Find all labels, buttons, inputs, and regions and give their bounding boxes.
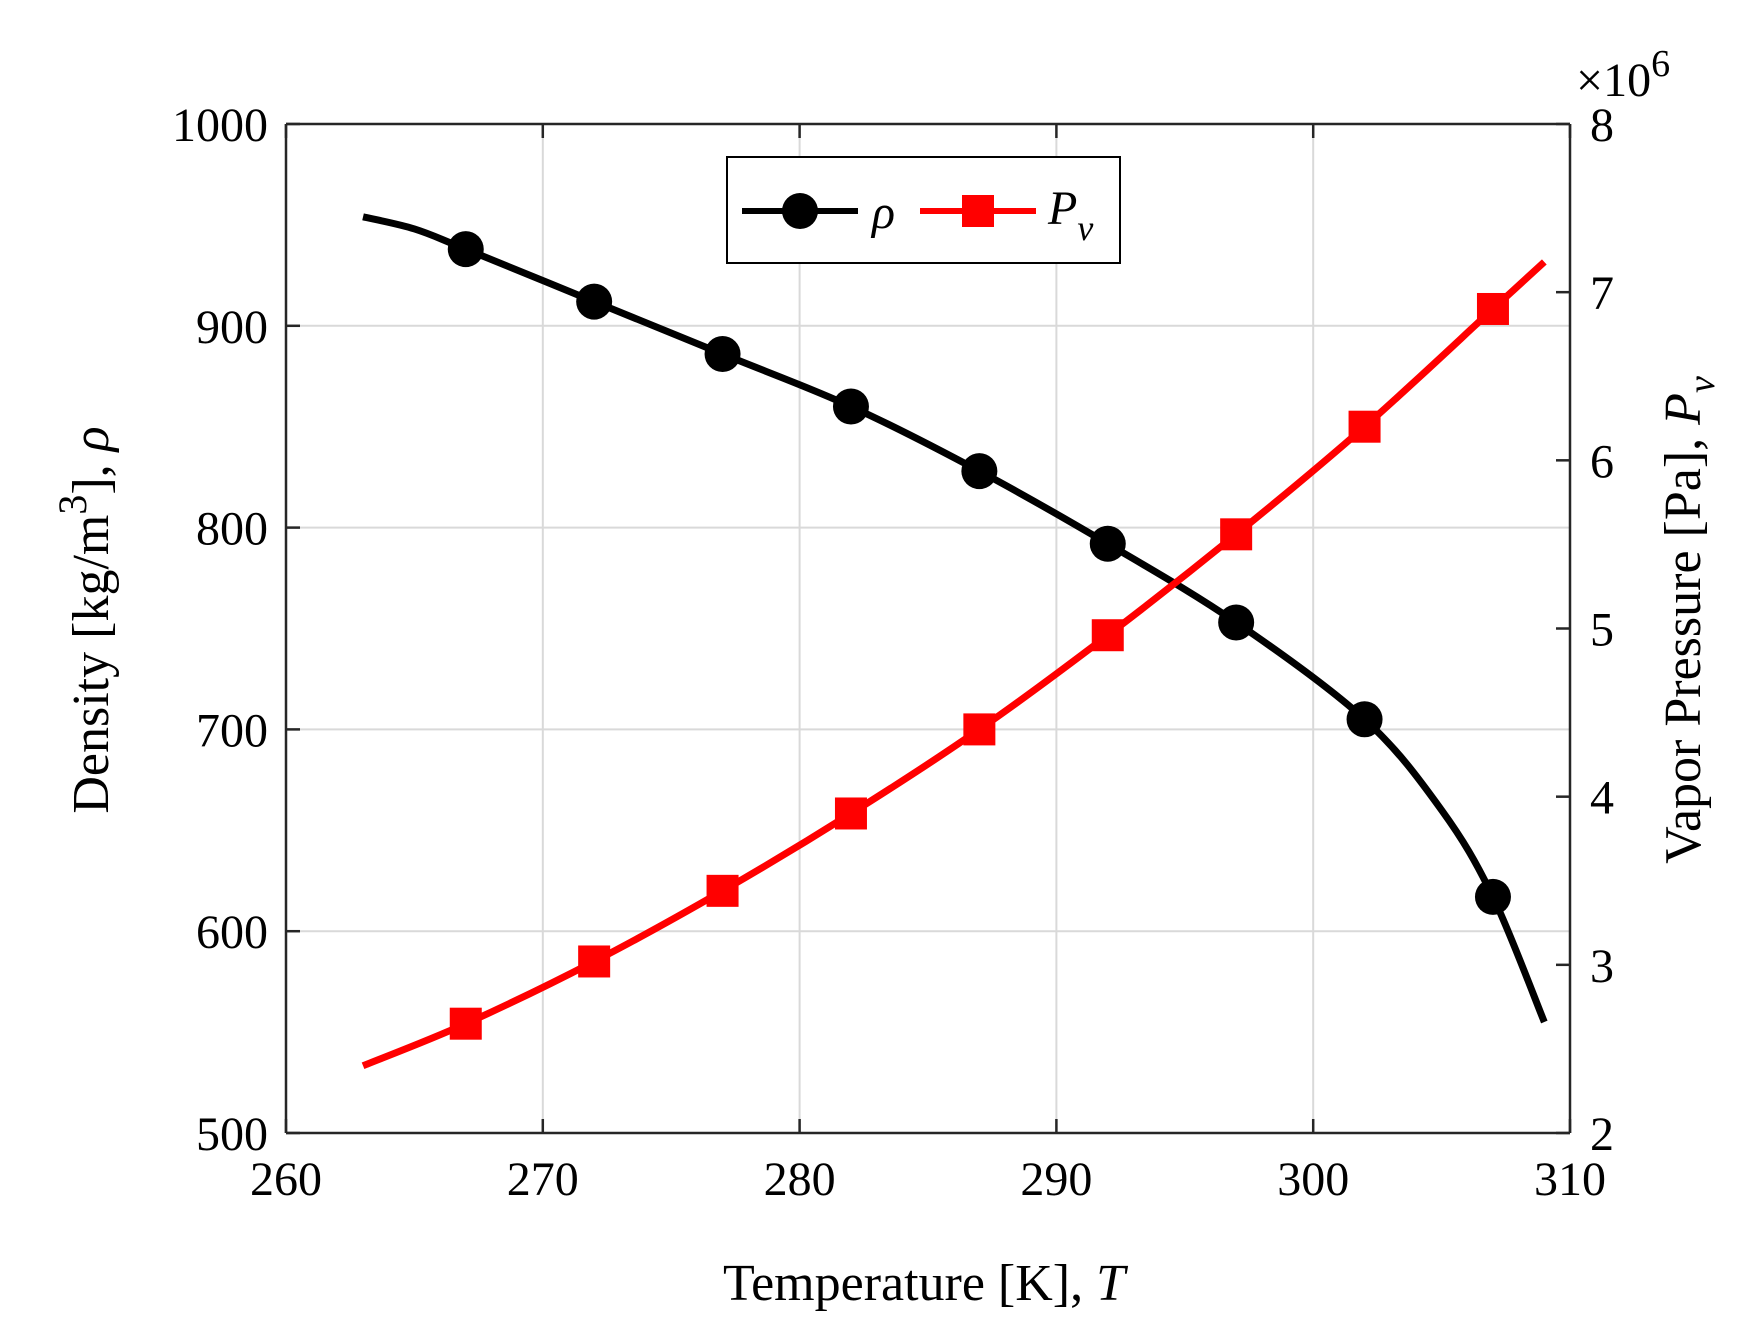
x-tick-label-2: 280 <box>764 1153 836 1206</box>
x-tick-label-0: 260 <box>250 1153 322 1206</box>
y-right-tick-label-5: 7 <box>1590 267 1614 320</box>
axes <box>284 122 1572 1135</box>
x-tick-label-4: 300 <box>1277 1153 1349 1206</box>
y-axis-right-title-text: Vapor Pressure [Pa], <box>1655 425 1712 864</box>
density-marker-4 <box>961 453 998 490</box>
right-axis-multiplier-exponent: 6 <box>1651 43 1670 85</box>
legend-pv-label-sub: v <box>1077 208 1093 248</box>
vapor-pressure-marker-4 <box>963 713 996 746</box>
vapor-pressure-marker-7 <box>1348 410 1381 443</box>
vapor-pressure-marker-1 <box>578 945 611 978</box>
y-axis-left-title-symbol: ρ <box>63 426 120 453</box>
y-axis-left-title: Density [kg/m3], ρ <box>50 426 120 813</box>
y-right-tick-label-6: 8 <box>1590 99 1614 152</box>
density-marker-3 <box>832 388 869 425</box>
plot-area <box>361 213 1548 1069</box>
legend-rho-label: ρ <box>870 186 895 239</box>
density-marker-0 <box>447 231 484 268</box>
vapor-pressure-marker-5 <box>1091 619 1124 652</box>
x-axis-title-symbol: T <box>1096 1255 1128 1312</box>
legend-pv-marker <box>962 195 994 227</box>
x-axis-title-text: Temperature [K], <box>723 1255 1096 1312</box>
y-right-tick-label-3: 5 <box>1590 604 1614 657</box>
y-axis-right-title-subscript: v <box>1681 376 1723 393</box>
y-right-tick-label-4: 6 <box>1590 435 1614 488</box>
y-left-tick-label-0: 500 <box>196 1108 268 1161</box>
vapor-pressure-marker-0 <box>449 1007 482 1040</box>
vapor-pressure-marker-8 <box>1476 292 1509 325</box>
x-tick-label-5: 310 <box>1534 1153 1606 1206</box>
vapor-pressure-marker-2 <box>706 874 739 907</box>
series-line-density <box>362 213 1548 1024</box>
tick-labels: 260 270 280 290 300 310 500 600 700 800 900 1000 2 3 4… <box>172 99 1614 1206</box>
x-tick-label-3: 290 <box>1020 1153 1092 1206</box>
density-marker-6 <box>1218 604 1255 641</box>
density-marker-7 <box>1346 701 1383 738</box>
y-axis-right-title: Vapor Pressure [Pa], Pv <box>1655 376 1723 864</box>
y-axis-left-title-tail: ], <box>63 451 120 494</box>
density-marker-2 <box>704 336 741 373</box>
x-tick-label-1: 270 <box>507 1153 579 1206</box>
y-left-tick-label-1: 600 <box>196 906 268 959</box>
vapor-pressure-marker-6 <box>1220 518 1253 551</box>
density-marker-1 <box>576 283 613 320</box>
y-left-tick-label-4: 900 <box>196 301 268 354</box>
density-marker-8 <box>1474 878 1511 915</box>
y-right-tick-label-2: 4 <box>1590 772 1614 825</box>
legend-pv-label-base: P <box>1047 182 1077 235</box>
legend-pv-label: Pv <box>1047 182 1093 248</box>
y-axis-right-title-symbol: P <box>1655 393 1712 426</box>
right-axis-multiplier: ×106 <box>1576 43 1670 107</box>
y-right-tick-label-0: 2 <box>1590 1108 1614 1161</box>
y-left-tick-label-2: 700 <box>196 704 268 757</box>
density-marker-5 <box>1089 525 1126 562</box>
legend-rho-marker <box>782 193 818 229</box>
grid <box>286 124 1570 1133</box>
right-axis-multiplier-base: ×10 <box>1576 54 1651 107</box>
x-axis-title: Temperature [K], T <box>723 1255 1128 1312</box>
y-left-tick-label-3: 800 <box>196 503 268 556</box>
y-left-tick-label-5: 1000 <box>172 99 268 152</box>
plot-background <box>286 124 1570 1133</box>
legend: ρ Pv <box>726 156 1121 264</box>
vapor-pressure-marker-3 <box>834 797 867 830</box>
y-axis-left-title-text: Density [kg/m <box>63 515 120 814</box>
y-right-tick-label-1: 3 <box>1590 940 1614 993</box>
y-axis-left-title-exponent: 3 <box>50 495 95 515</box>
